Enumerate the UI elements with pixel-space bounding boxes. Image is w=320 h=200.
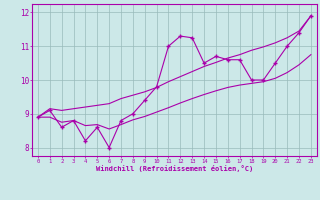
X-axis label: Windchill (Refroidissement éolien,°C): Windchill (Refroidissement éolien,°C) (96, 165, 253, 172)
